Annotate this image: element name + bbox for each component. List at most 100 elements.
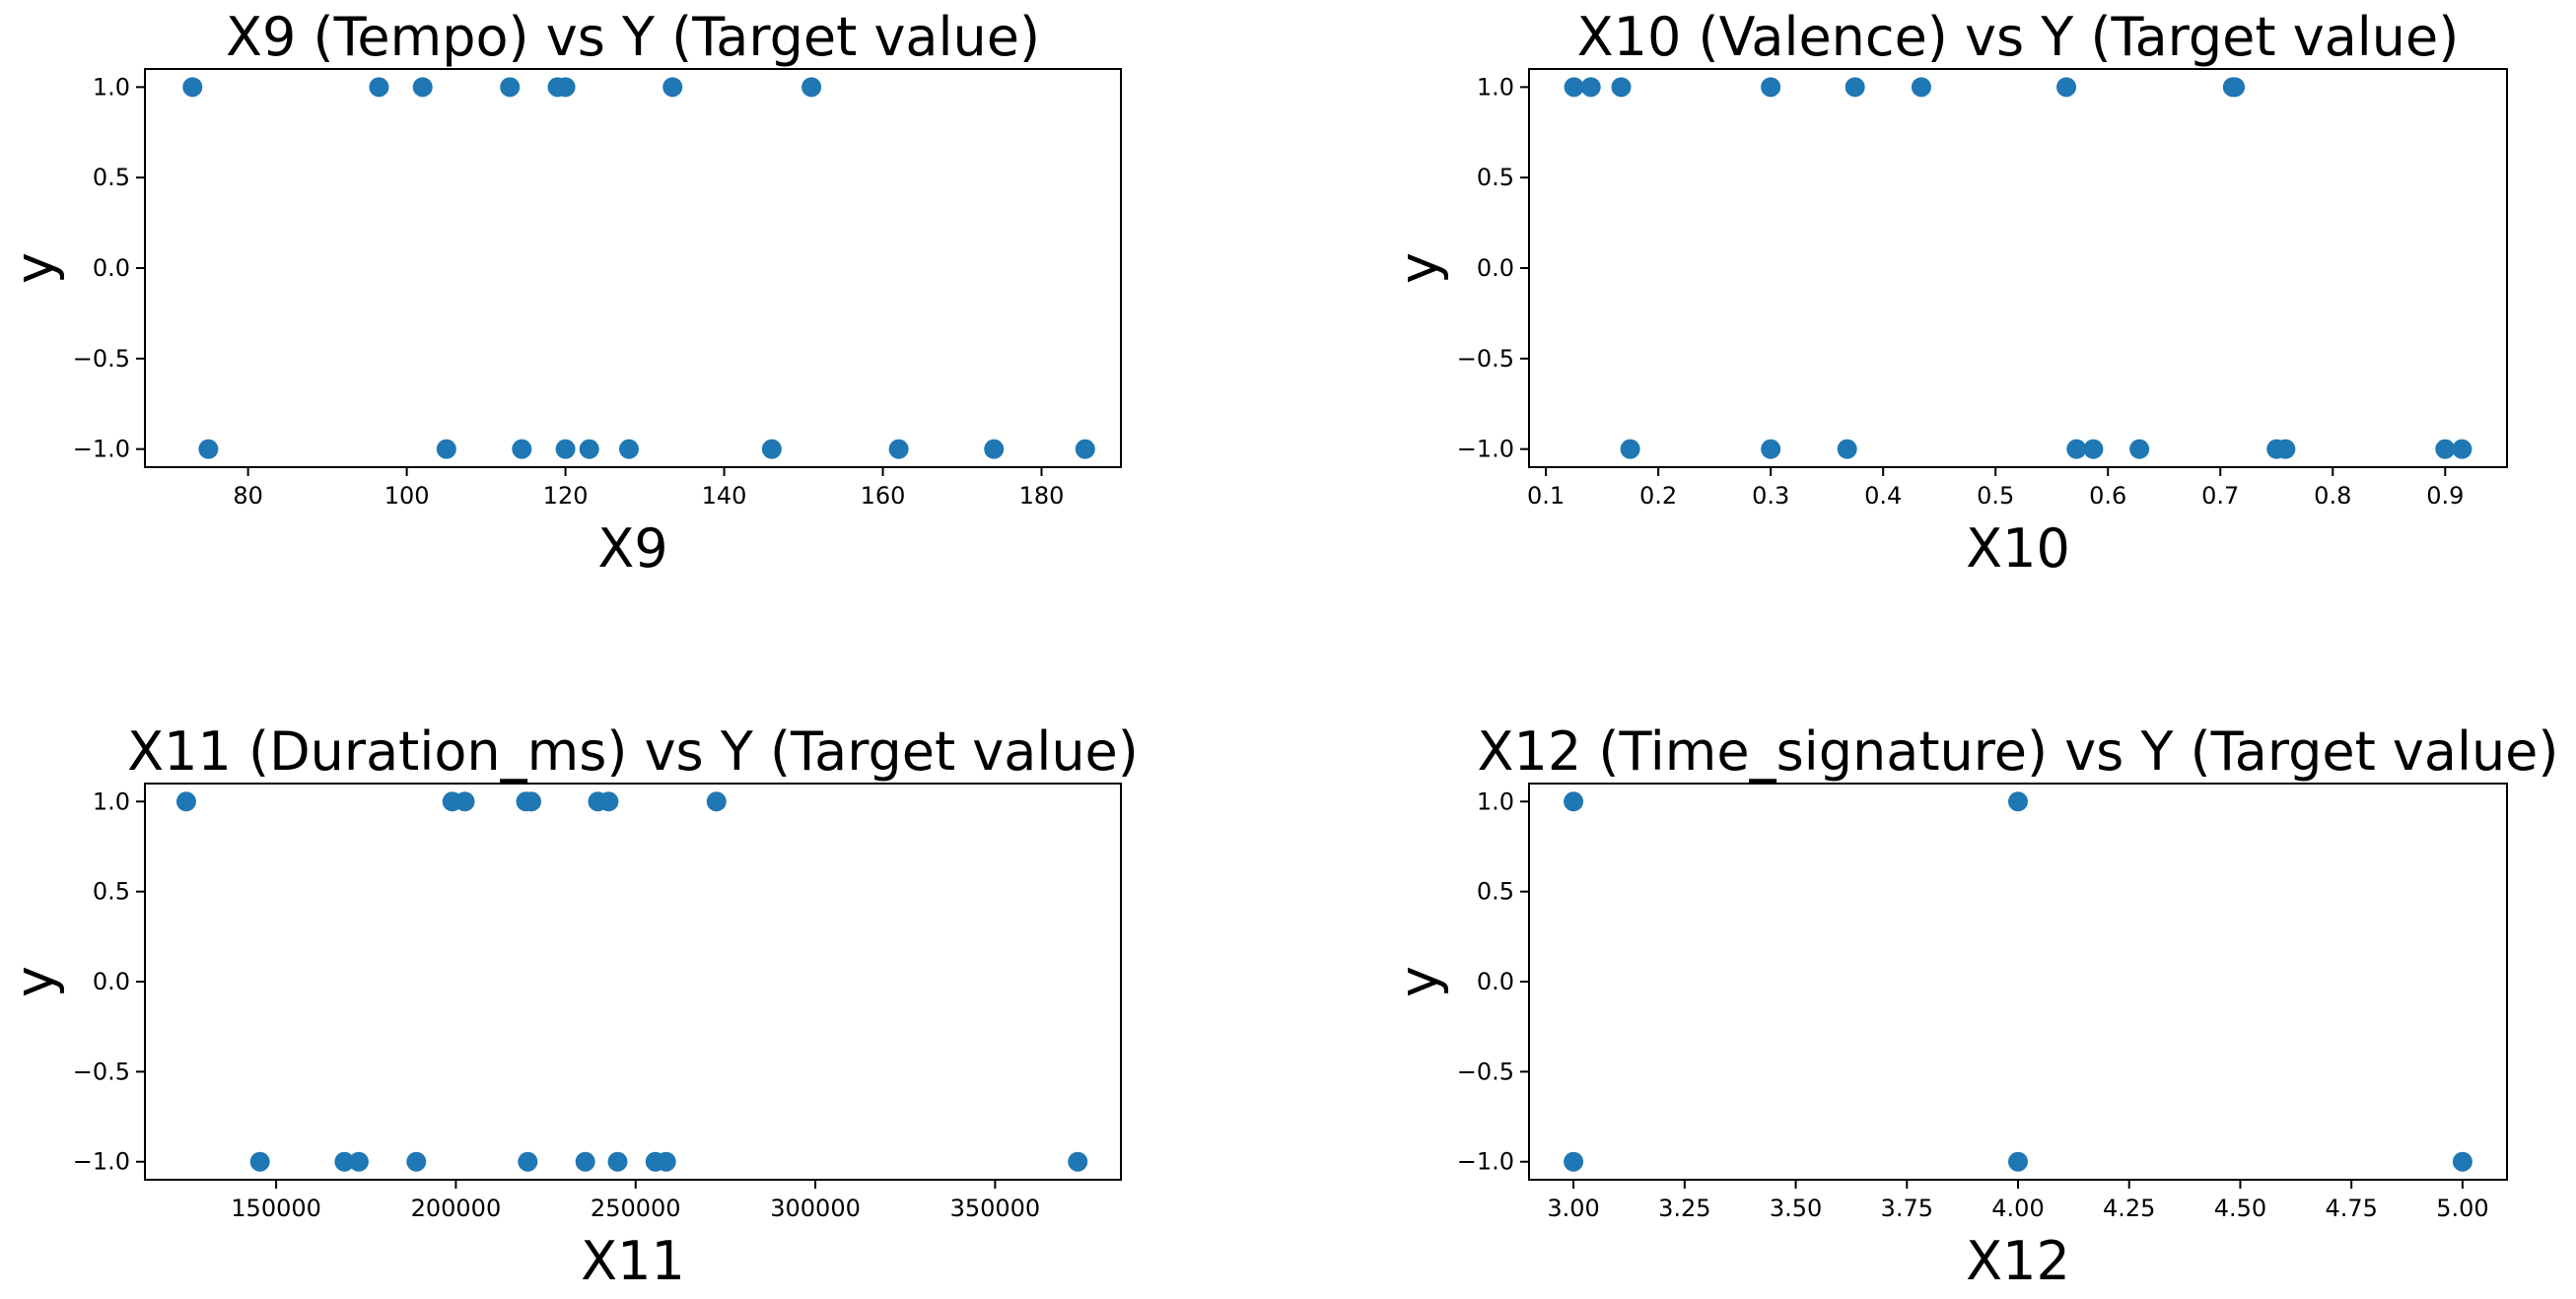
y-tick-label: 1.0 [93,73,130,101]
chart-title: X11 (Duration_ms) vs Y (Target value) [127,720,1139,783]
x-tick-label: 0.3 [1752,482,1789,510]
y-axis-label: y [1388,252,1450,284]
x-tick-label: 3.50 [1770,1195,1822,1222]
x-tick-label: 200000 [411,1195,502,1222]
y-tick-label: −1.0 [1457,436,1514,463]
y-tick-label: −0.5 [1457,1058,1514,1085]
x-tick-label: 4.75 [2325,1195,2377,1222]
data-point [334,1151,355,1172]
data-point [2056,77,2077,98]
x-tick-label: 160 [861,482,906,510]
x-tick-label: 250000 [591,1195,681,1222]
data-point [2225,77,2246,98]
x-tick-label: 4.25 [2103,1195,2155,1222]
x-tick-label: 3.75 [1881,1195,1933,1222]
data-point [1564,77,1584,98]
x-axis-label: X9 [597,517,667,580]
data-point [454,791,475,812]
y-tick-label: 0.0 [93,968,130,995]
x-tick-label: 300000 [770,1195,861,1222]
data-point [2008,1151,2028,1172]
x-tick-label: 140 [702,482,747,510]
x-tick-label: 80 [233,482,263,510]
y-tick-label: −0.5 [1457,345,1514,373]
data-point [249,1151,270,1172]
data-point [618,439,639,459]
x-axis-label: X12 [1966,1230,2070,1292]
data-point [406,1151,427,1172]
data-point [1620,439,1640,459]
chart-title: X12 (Time_signature) vs Y (Target value) [1478,720,2559,783]
plot-frame [1528,783,2508,1181]
x-tick-label: 0.1 [1527,482,1565,510]
y-tick-label: 0.0 [93,254,130,282]
data-point [656,1151,676,1172]
data-point [2452,1151,2472,1172]
data-point [2435,439,2456,459]
x-tick-label: 0.9 [2426,482,2464,510]
x-tick-label: 5.00 [2436,1195,2488,1222]
data-point [801,77,822,98]
x-tick-label: 100 [384,482,430,510]
y-tick-label: 0.5 [93,878,130,906]
x-tick-label: 0.2 [1639,482,1677,510]
data-point [521,791,541,812]
data-point [1580,77,1601,98]
scatter-panel-4: X12 (Time_signature) vs Y (Target value)… [1388,720,2559,1292]
data-point [888,439,909,459]
plot-frame [1528,68,2508,468]
data-point [1564,791,1584,812]
chart-title: X10 (Valence) vs Y (Target value) [1577,6,2460,68]
data-point [518,1151,538,1172]
data-point [984,439,1005,459]
y-tick-label: −1.0 [73,436,130,463]
data-point [662,77,683,98]
y-tick-label: 1.0 [1477,73,1514,101]
y-tick-label: 0.5 [1477,878,1514,906]
scatter-panel-2: X10 (Valence) vs Y (Target value) 0.1 0.2 0… [1388,6,2508,580]
data-point [706,791,727,812]
data-point [412,77,433,98]
x-tick-label: 4.50 [2214,1195,2266,1222]
data-point [555,439,576,459]
x-tick-label: 0.8 [2314,482,2351,510]
x-tick-label: 0.7 [2201,482,2239,510]
x-tick-label: 120 [543,482,589,510]
data-point [579,439,599,459]
data-point [182,77,203,98]
data-point [1845,77,1865,98]
x-tick-label: 0.5 [1977,482,2014,510]
data-point [198,439,219,459]
x-tick-label: 350000 [950,1195,1041,1222]
y-tick-label: −1.0 [73,1148,130,1176]
data-point [2452,439,2472,459]
y-tick-label: −1.0 [1457,1148,1514,1176]
data-point [555,77,576,98]
x-tick-label: 0.4 [1864,482,1902,510]
data-point [369,77,389,98]
y-axis-label: y [4,252,66,284]
y-tick-label: 1.0 [93,787,130,815]
scatter-panel-1: X9 (Tempo) vs Y (Target value) 80 100 120 14… [4,6,1122,580]
data-point [1761,439,1781,459]
data-point [348,1151,369,1172]
x-axis-label: X10 [1966,517,2070,580]
data-point [598,791,619,812]
scatter-panel-3: X11 (Duration_ms) vs Y (Target value) 150… [4,720,1139,1292]
y-axis-label: y [4,966,66,997]
data-point [1564,1151,1584,1172]
y-axis-label: y [1388,966,1450,997]
x-tick-label: 0.6 [2089,482,2126,510]
data-point [2129,439,2150,459]
data-point [1611,77,1632,98]
data-point [575,1151,595,1172]
data-point [436,439,456,459]
data-point [2066,439,2087,459]
data-point [607,1151,628,1172]
y-tick-label: 0.5 [93,164,130,191]
data-point [2008,791,2028,812]
plot-frame [144,68,1122,468]
chart-title: X9 (Tempo) vs Y (Target value) [226,6,1040,68]
data-point [512,439,532,459]
data-point [1075,439,1095,459]
